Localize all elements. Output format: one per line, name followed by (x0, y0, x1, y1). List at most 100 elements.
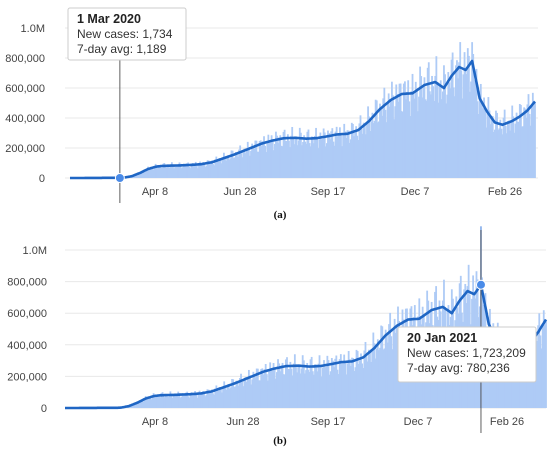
daily-cases-bar (378, 121, 380, 178)
daily-cases-bar (227, 155, 230, 178)
daily-cases-bar (135, 174, 138, 178)
daily-cases-bar (318, 355, 321, 408)
daily-cases-bar (315, 364, 318, 408)
daily-cases-bar (235, 380, 238, 408)
daily-cases-bar (191, 163, 194, 178)
daily-cases-bar (362, 122, 365, 178)
daily-cases-bar (329, 139, 332, 178)
hover-marker[interactable] (114, 173, 125, 183)
daily-cases-bar (340, 135, 342, 178)
daily-cases-bar (143, 171, 146, 178)
daily-cases-bar (349, 139, 352, 178)
daily-cases-bar (362, 367, 365, 408)
daily-cases-bar (478, 91, 481, 178)
daily-cases-bar (214, 388, 217, 408)
daily-cases-bar (288, 140, 290, 178)
daily-cases-bar (217, 161, 220, 178)
daily-cases-bar (229, 158, 232, 178)
daily-cases-bar (182, 394, 185, 408)
daily-cases-bar (304, 373, 306, 408)
daily-cases-bar (223, 152, 225, 178)
daily-cases-bar (475, 68, 478, 178)
daily-cases-bar (215, 156, 218, 178)
daily-cases-bar (424, 99, 427, 178)
daily-cases-bar (178, 393, 181, 408)
daily-cases-bar (163, 397, 166, 408)
daily-cases-bar (281, 362, 284, 408)
y-tick-label: 800,000 (5, 53, 45, 65)
daily-cases-bar (382, 98, 385, 178)
daily-cases-bar (196, 397, 199, 408)
daily-cases-bar (365, 134, 367, 178)
daily-cases-bar (231, 378, 233, 408)
daily-cases-bar (270, 135, 273, 178)
daily-cases-bar (284, 140, 287, 178)
daily-cases-bar (387, 93, 390, 178)
daily-cases-bar (491, 116, 494, 178)
daily-cases-bar (195, 164, 198, 178)
daily-cases-bar (334, 358, 337, 408)
tooltip-new-cases: New cases: 1,734 (77, 27, 173, 41)
daily-cases-bar (509, 130, 511, 178)
daily-cases-bar (338, 359, 341, 408)
daily-cases-bar (520, 104, 522, 178)
daily-cases-bar (413, 98, 416, 178)
daily-cases-bar (273, 143, 276, 178)
daily-cases-bar (293, 354, 296, 408)
daily-cases-bar (513, 132, 516, 178)
daily-cases-bar (161, 167, 164, 178)
daily-cases-bar (153, 394, 156, 408)
daily-cases-bar (417, 111, 419, 178)
daily-cases-bar (265, 374, 268, 408)
daily-cases-bar (170, 394, 173, 408)
daily-cases-bar (500, 128, 503, 178)
daily-cases-bar (545, 321, 547, 408)
daily-cases-bar (360, 353, 362, 408)
daily-cases-bar (154, 163, 157, 178)
daily-cases-bar (144, 172, 147, 178)
daily-cases-bar (142, 170, 145, 178)
daily-cases-bar (249, 375, 251, 408)
daily-cases-bar (185, 392, 187, 408)
daily-cases-bar (435, 56, 438, 178)
daily-cases-bar (138, 172, 141, 178)
daily-cases-bar (299, 373, 302, 408)
panel-caption: (b) (273, 435, 287, 447)
daily-cases-bar (208, 393, 211, 408)
x-tick-label: Feb 26 (490, 416, 524, 428)
daily-cases-bar (290, 368, 293, 408)
daily-cases-bar (210, 162, 212, 178)
daily-cases-bar (153, 167, 156, 178)
daily-cases-bar (148, 396, 150, 408)
daily-cases-bar (173, 168, 175, 178)
daily-cases-bar (159, 165, 161, 178)
daily-cases-bar (458, 62, 461, 178)
daily-cases-bar (311, 136, 314, 178)
daily-cases-bar (271, 370, 274, 408)
x-tick-label: Dec 7 (404, 416, 433, 428)
daily-cases-bar (398, 83, 401, 178)
daily-cases-bar (172, 165, 174, 178)
daily-cases-bar (256, 368, 259, 408)
daily-cases-bar (471, 42, 474, 178)
daily-cases-bar (316, 371, 319, 408)
hover-marker[interactable] (475, 279, 486, 290)
daily-cases-bar (133, 175, 135, 178)
daily-cases-bar (162, 396, 165, 408)
daily-cases-bar (254, 140, 257, 178)
daily-cases-bar (320, 139, 323, 178)
daily-cases-bar (422, 85, 425, 178)
daily-cases-bar (136, 174, 139, 178)
daily-cases-bar (131, 404, 134, 408)
daily-cases-bar (430, 94, 432, 178)
daily-cases-bar (142, 401, 145, 408)
daily-cases-bar (369, 131, 372, 178)
daily-cases-bar (371, 349, 374, 408)
daily-cases-bar (335, 355, 338, 408)
daily-cases-bar (253, 375, 256, 408)
daily-cases-bar (156, 168, 159, 178)
daily-cases-bar (353, 371, 356, 408)
daily-cases-bar (326, 355, 329, 408)
daily-cases-bar (521, 126, 523, 178)
daily-cases-bar (237, 156, 239, 178)
